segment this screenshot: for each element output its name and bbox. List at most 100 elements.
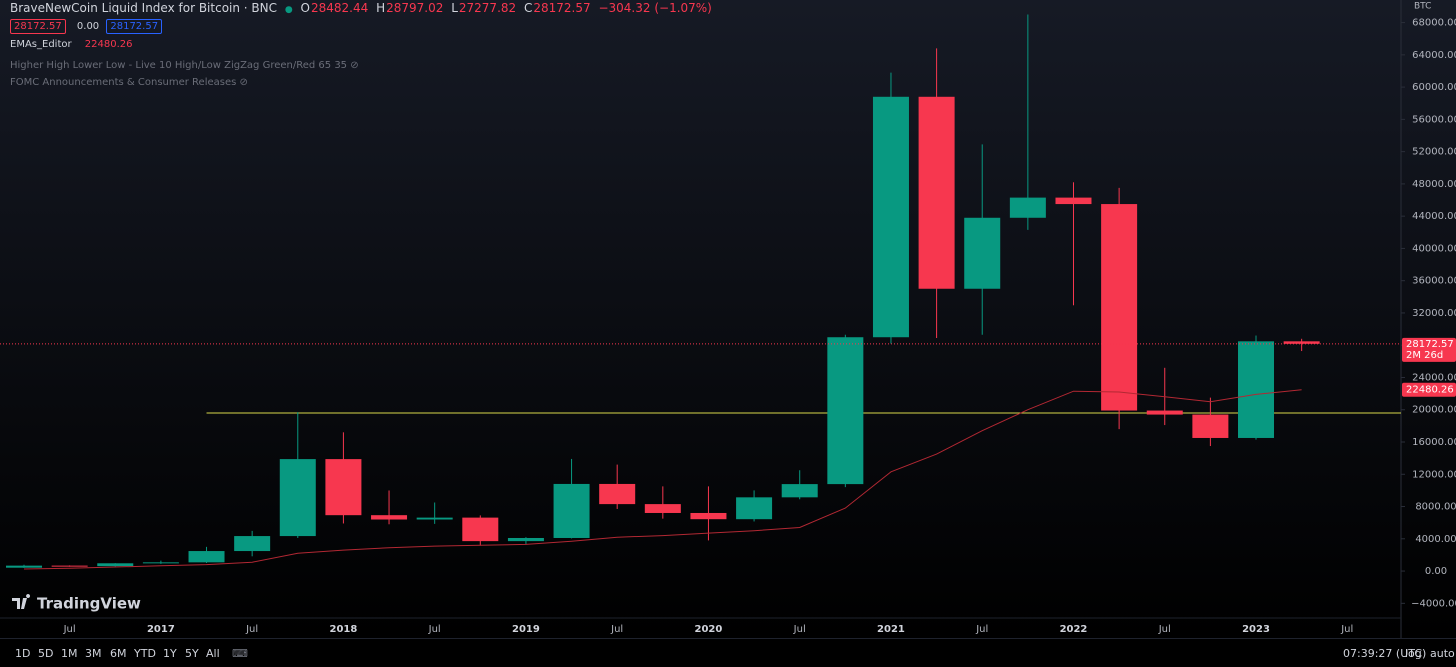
badges: 28172.57 0.00 28172.57 [10,19,716,34]
candle-body [1146,410,1183,415]
y-tick-label: 48000.00 [1412,179,1456,190]
range-button[interactable]: All [206,647,220,660]
x-tick-label: 2022 [1060,624,1088,635]
symbol: BraveNewCoin Liquid Index for Bitcoin · … [10,1,278,15]
y-tick-label: 52000.00 [1412,147,1456,158]
status-dot: ● [284,5,293,15]
y-tick-label: 8000.00 [1415,502,1456,513]
candle-body [1055,197,1092,205]
x-tick-label: Jul [63,624,76,635]
x-tick-label: 2020 [695,624,723,635]
indicator[interactable]: Higher High Lower Low - Live 10 High/Low… [10,60,359,71]
candle-body [325,459,362,516]
y-tick-label: 64000.00 [1412,50,1456,61]
date-range-icon[interactable]: ⌨ [232,647,248,660]
y-tick-label: −4000.00 [1411,598,1456,609]
x-tick-label: Jul [245,624,258,635]
y-tick-label: 0.00 [1425,566,1447,577]
ema-tag-label: 22480.26 [1406,385,1454,396]
y-tick-label: 56000.00 [1412,114,1456,125]
candle-body [1009,197,1046,218]
ema-line [23,389,1302,570]
indicator[interactable]: FOMC Announcements & Consumer Releases ⊘ [10,77,248,88]
candle-body [599,483,636,505]
candle-body [507,537,544,542]
y-tick-label: 12000.00 [1412,469,1456,480]
range-button[interactable]: 1Y [163,647,177,660]
auto-toggle[interactable]: auto [1430,647,1455,660]
candle-body [690,512,727,520]
countdown: 2M 26d [1406,350,1443,361]
candle-body [1238,341,1275,438]
chart: BTC TradingView −4000.00 0.00 4000.00 8000.… [0,0,1456,638]
candle-body [142,562,179,564]
candle-body [736,497,773,520]
candle-body [1283,341,1320,344]
close-value: 28172.57 [533,1,591,15]
range-button[interactable]: 5Y [185,647,199,660]
currency: BTC [1414,2,1431,12]
x-tick-label: Jul [428,624,441,635]
candle-body [279,459,316,537]
candle-body [188,551,225,563]
candle-body [371,515,408,520]
x-tick-label: 2018 [329,624,357,635]
background [0,0,1456,638]
y-tick-label: 16000.00 [1412,437,1456,448]
y-tick-label: 4000.00 [1415,534,1456,545]
spread: 0.00 [76,21,100,32]
range-button[interactable]: 5D [38,647,54,660]
range-button[interactable]: YTD [134,647,156,660]
x-tick-label: Jul [1158,624,1171,635]
low-value: 27277.82 [458,1,517,15]
x-tick-label: 2023 [1242,624,1270,635]
log-toggle[interactable]: log [1405,647,1422,660]
y-tick-label: 20000.00 [1412,405,1456,416]
price-tag-label: 28172.57 [1406,339,1454,350]
candle-body [872,96,909,338]
high-value: 28797.02 [386,1,444,15]
ema-legend: EMAs_Editor 22480.26 [10,39,716,50]
candle-body [97,563,134,567]
y-tick-label: 36000.00 [1412,276,1456,287]
candle-body [918,96,955,289]
candle-body [827,337,864,485]
brand-logo: TradingView [12,594,141,613]
candle-body [51,565,88,567]
x-tick-label: 2019 [512,624,540,635]
y-tick-label: 60000.00 [1412,82,1456,93]
open-value: 28482.44 [310,1,369,15]
x-tick-label: Jul [1340,624,1353,635]
candle-body [6,565,42,568]
y-tick-label: 68000.00 [1412,18,1456,29]
ema-name: EMAs_Editor [10,39,72,50]
candle-body [416,517,453,520]
ask-badge: 28172.57 [106,19,163,34]
ohlc-label: C [523,1,533,15]
ohlc-label: H [376,1,386,15]
hidden-icon: ⊘ [239,77,248,88]
y-tick-label: 44000.00 [1412,211,1456,222]
ohlc-label: O [300,1,310,15]
y-tick-label: 32000.00 [1412,308,1456,319]
candle-body [964,217,1001,289]
range-button[interactable]: 3M [85,647,102,660]
candle-body [553,483,590,538]
indicator-name: FOMC Announcements & Consumer Releases [10,77,237,88]
indicator-name: Higher High Lower Low - Live 10 High/Low… [10,60,348,71]
bid-badge: 28172.57 [10,19,66,34]
ema-tag [1402,382,1456,397]
y-tick-label: 40000.00 [1412,243,1456,254]
price-tag [1402,337,1456,362]
logo-mark [12,594,31,609]
range-button[interactable]: 1D [15,647,31,660]
change: −304.32 (−1.07%) [598,1,712,15]
candle-body [1101,204,1138,411]
x-tick-label: Jul [975,624,988,635]
ema-value: 22480.26 [84,39,133,50]
range-button[interactable]: 1M [61,647,78,660]
range-button[interactable]: 6M [110,647,127,660]
hidden-icon: ⊘ [350,60,359,71]
x-tick-label: 2017 [147,624,175,635]
